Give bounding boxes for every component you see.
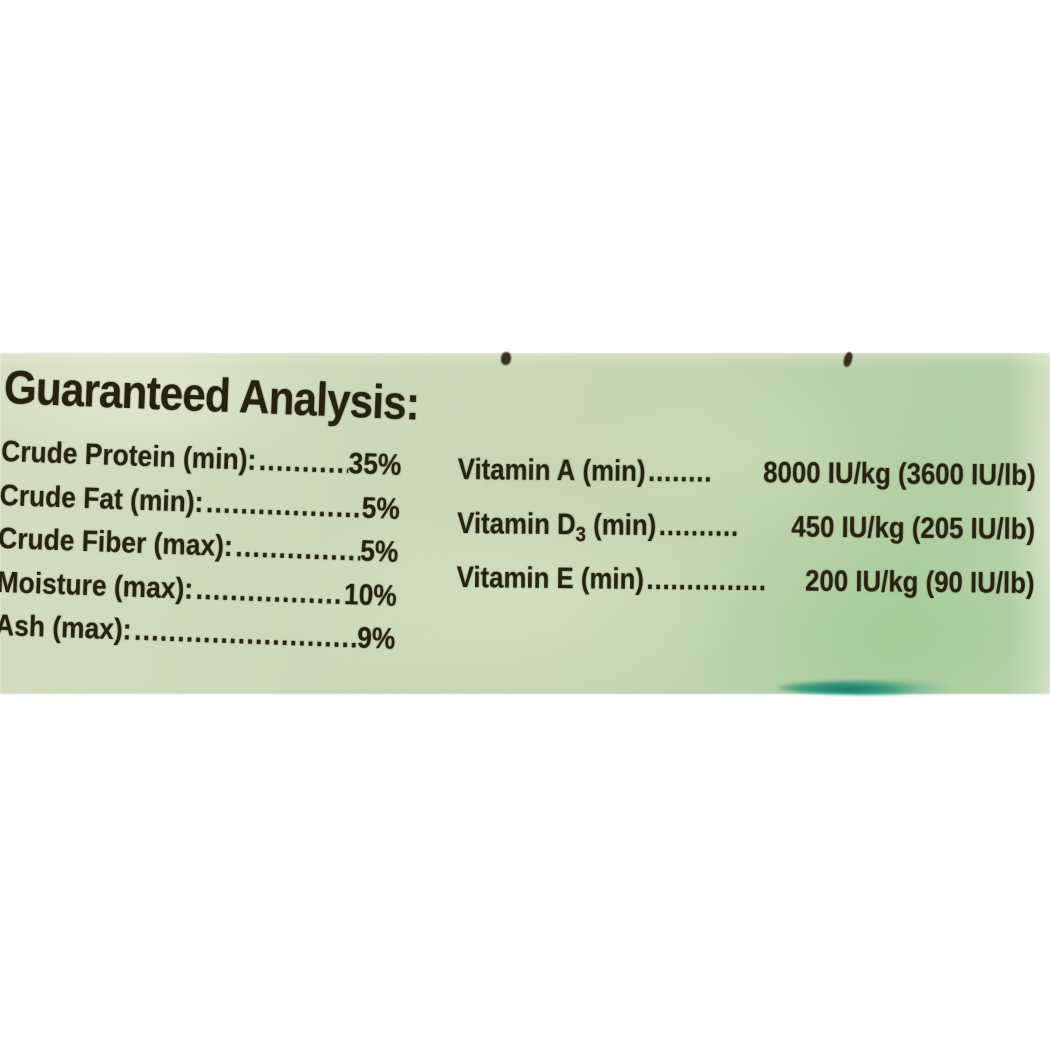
nutrient-value: 10% [343, 577, 398, 613]
vitamin-name: Vitamin A [457, 452, 576, 488]
vitamin-name: Vitamin E [456, 560, 574, 596]
vitamin-row-d3: Vitamin D3 (min) .......... 450 IU/kg (2… [457, 501, 1035, 561]
nutrient-value: 35% [348, 447, 402, 482]
nutrient-value: 5% [359, 534, 399, 569]
nutrient-list: Crude Protein (min): ............ 35% Cr… [0, 430, 402, 661]
vitamin-list: Vitamin A (min) ........ 8000 IU/kg (360… [456, 447, 1036, 615]
vitamin-name: Vitamin D [457, 506, 576, 542]
dot-leader: ................... [234, 530, 361, 569]
teal-print-smudge [778, 680, 974, 695]
vitamin-qualifier: (min) [575, 454, 646, 488]
vitamin-value: 200 IU/kg (90 IU/lb) [804, 564, 1035, 600]
dot-leader: ........ [647, 454, 713, 489]
dot-leader: ........................ [205, 485, 363, 526]
vitamin-value: 450 IU/kg (205 IU/lb) [791, 510, 1036, 546]
vitamin-value: 8000 IU/kg (3600 IU/lb) [763, 456, 1036, 493]
vitamin-row-e: Vitamin E (min) ............... 200 IU/k… [456, 555, 1034, 615]
vitamin-label: Vitamin A (min) [457, 447, 646, 503]
dot-leader: ............ [258, 443, 350, 481]
nutrient-label: Moisture (max): [0, 565, 194, 606]
vitamin-subscript: 3 [575, 521, 587, 547]
nutrient-label: Ash (max): [0, 608, 133, 647]
vitamin-label: Vitamin D3 (min) [457, 501, 657, 557]
vitamin-label: Vitamin E (min) [456, 555, 644, 611]
dot-leader: ............... [646, 562, 768, 598]
nutrient-value: 5% [361, 491, 401, 526]
nutrient-value: 9% [356, 621, 396, 656]
dot-leader: ................................... [133, 613, 358, 658]
vitamin-qualifier: (min) [585, 508, 657, 542]
nutrient-label: Crude Fat (min): [0, 478, 205, 519]
vitamin-row-a: Vitamin A (min) ........ 8000 IU/kg (360… [457, 447, 1036, 507]
vitamin-qualifier: (min) [573, 562, 645, 596]
dot-leader: .......... [658, 509, 740, 543]
dot-leader: ...................... [195, 572, 345, 612]
